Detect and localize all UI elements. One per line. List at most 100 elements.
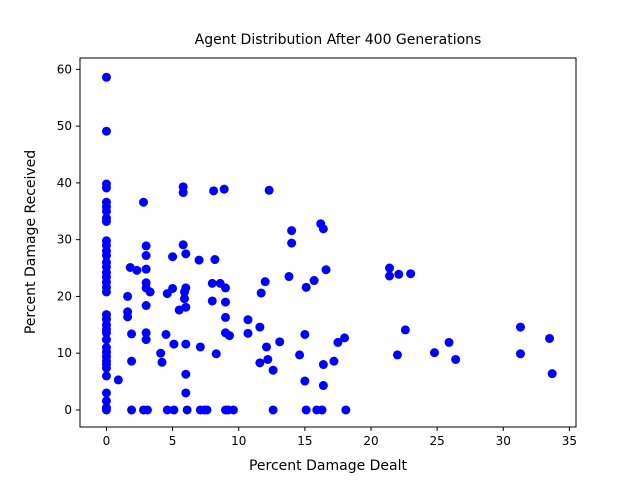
- data-point: [101, 206, 111, 216]
- x-tick-label: 35: [562, 434, 577, 448]
- data-point: [138, 197, 148, 207]
- data-point: [220, 312, 230, 322]
- data-point: [101, 183, 111, 193]
- data-point: [181, 339, 191, 349]
- data-point: [211, 349, 221, 359]
- data-point: [515, 349, 525, 359]
- x-axis-ticks: 0 5 10 15 20 25 30 35: [103, 427, 577, 448]
- data-point: [207, 296, 217, 306]
- data-point: [141, 335, 151, 345]
- data-point: [287, 238, 297, 248]
- data-point: [318, 381, 328, 391]
- data-point: [224, 331, 234, 341]
- data-point: [268, 405, 278, 415]
- data-point: [309, 276, 319, 286]
- data-point: [210, 255, 220, 265]
- data-point: [243, 315, 253, 325]
- data-point: [515, 322, 525, 332]
- data-point: [219, 184, 229, 194]
- plot-frame: [79, 57, 577, 428]
- data-point: [194, 255, 204, 265]
- data-point: [141, 264, 151, 274]
- y-tick-label: 60: [57, 62, 72, 76]
- data-point: [275, 337, 285, 347]
- data-point: [141, 301, 151, 311]
- data-point: [300, 329, 310, 339]
- data-point: [318, 224, 328, 234]
- y-tick-label: 30: [57, 233, 72, 247]
- data-point: [385, 271, 395, 281]
- data-point: [284, 272, 294, 282]
- data-point: [101, 335, 111, 345]
- data-point: [287, 226, 297, 236]
- data-point: [429, 348, 439, 358]
- data-point: [321, 265, 331, 275]
- data-point: [168, 252, 178, 262]
- x-tick-label: 20: [363, 434, 378, 448]
- data-point: [181, 302, 191, 312]
- data-point: [207, 278, 217, 288]
- data-point: [329, 356, 339, 366]
- data-point: [264, 185, 274, 195]
- data-point: [181, 283, 191, 293]
- data-point: [209, 186, 219, 196]
- data-point: [141, 328, 151, 338]
- data-point: [178, 188, 188, 198]
- x-axis-label: Percent Damage Dealt: [249, 458, 408, 474]
- data-point: [340, 333, 350, 343]
- data-point: [202, 405, 212, 415]
- points-layer: [101, 72, 557, 415]
- data-point: [406, 269, 416, 279]
- x-tick-label: 5: [169, 434, 177, 448]
- data-point: [300, 376, 310, 386]
- data-point: [341, 405, 351, 415]
- y-axis-ticks: 0 10 20 30 40 50 60: [57, 62, 80, 417]
- data-point: [545, 333, 555, 343]
- data-point: [101, 328, 111, 338]
- data-point: [101, 371, 111, 381]
- data-point: [181, 249, 191, 259]
- data-point: [268, 365, 278, 375]
- data-point: [169, 339, 179, 349]
- data-point: [178, 240, 188, 250]
- y-tick-label: 10: [57, 346, 72, 360]
- data-point: [220, 297, 230, 307]
- x-tick-label: 0: [103, 434, 111, 448]
- data-point: [141, 241, 151, 251]
- data-point: [255, 322, 265, 332]
- x-tick-label: 15: [297, 434, 312, 448]
- data-point: [547, 369, 557, 379]
- y-axis-label: Percent Damage Received: [23, 150, 39, 334]
- data-point: [301, 282, 311, 292]
- data-point: [101, 216, 111, 226]
- data-point: [101, 251, 111, 261]
- data-point: [444, 337, 454, 347]
- data-point: [168, 283, 178, 293]
- data-point: [141, 251, 151, 261]
- data-point: [162, 405, 172, 415]
- data-point: [169, 405, 179, 415]
- data-point: [195, 342, 205, 352]
- y-tick-label: 50: [57, 119, 72, 133]
- data-point: [123, 312, 133, 322]
- data-point: [295, 350, 305, 360]
- data-point: [123, 291, 133, 301]
- data-point: [301, 405, 311, 415]
- data-point: [263, 354, 273, 364]
- data-point: [179, 294, 189, 304]
- data-point: [317, 405, 327, 415]
- x-tick-label: 25: [429, 434, 444, 448]
- data-point: [243, 328, 253, 338]
- data-point: [181, 369, 191, 379]
- data-point: [101, 126, 111, 136]
- data-point: [113, 375, 123, 385]
- y-tick-label: 0: [64, 403, 72, 417]
- x-tick-label: 10: [231, 434, 246, 448]
- data-point: [142, 405, 152, 415]
- data-point: [145, 287, 155, 297]
- data-point: [333, 337, 343, 347]
- data-point: [400, 325, 410, 335]
- data-point: [156, 348, 166, 358]
- data-point: [181, 388, 191, 398]
- data-point: [394, 269, 404, 279]
